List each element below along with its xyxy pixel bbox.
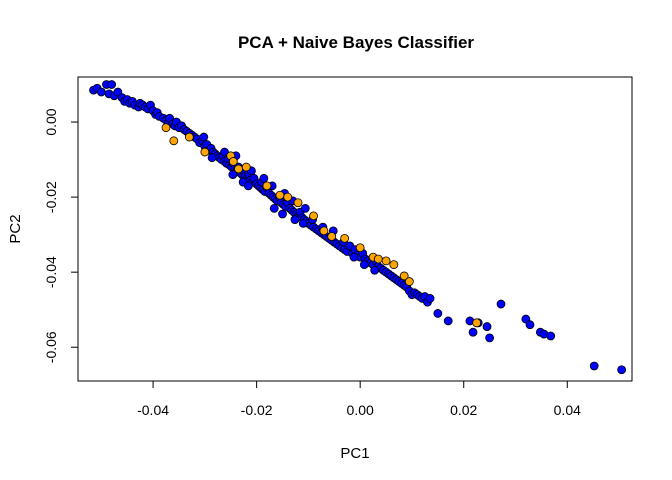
data-point <box>389 260 399 270</box>
data-point <box>269 203 279 213</box>
data-point <box>485 333 495 343</box>
data-point <box>200 147 210 157</box>
data-point <box>359 260 369 270</box>
data-point <box>496 299 506 309</box>
y-tick-label: 0.00 <box>43 108 59 135</box>
y-axis: 0.00 -0.02 -0.04 -0.06 <box>43 108 78 363</box>
data-point <box>199 132 209 142</box>
data-point <box>241 162 251 172</box>
x-axis: -0.04 -0.02 0.00 0.02 0.04 <box>137 381 581 418</box>
data-point <box>300 203 310 213</box>
data-point <box>617 365 627 375</box>
x-tick-label: 0.02 <box>450 402 477 418</box>
data-point <box>293 198 303 208</box>
data-point <box>207 153 217 163</box>
data-points <box>89 80 627 375</box>
chart-title: PCA + Naive Bayes Classifier <box>238 33 474 52</box>
data-point <box>433 309 443 318</box>
data-point <box>443 316 453 326</box>
data-point <box>355 243 365 253</box>
data-point <box>259 173 269 183</box>
data-point <box>381 256 391 266</box>
data-point <box>96 87 106 97</box>
data-point <box>184 132 194 142</box>
data-point <box>425 294 435 303</box>
data-point <box>370 265 380 275</box>
data-point <box>243 181 253 191</box>
y-axis-label: PC2 <box>7 214 24 243</box>
x-tick-label: 0.00 <box>347 402 374 418</box>
data-point <box>546 331 556 341</box>
data-point <box>468 327 478 337</box>
data-point <box>589 361 599 371</box>
data-point <box>169 136 179 146</box>
data-point <box>349 252 359 262</box>
data-point <box>234 164 243 174</box>
x-tick-label: -0.02 <box>241 402 273 418</box>
y-tick-label: -0.04 <box>43 256 59 288</box>
data-point <box>228 157 238 166</box>
data-point <box>107 80 117 89</box>
plot-frame <box>77 76 633 382</box>
data-point <box>283 192 293 202</box>
y-tick-label: -0.06 <box>43 331 59 363</box>
data-point <box>404 277 414 286</box>
data-point <box>399 271 409 281</box>
data-point <box>319 226 329 236</box>
data-point <box>472 318 482 328</box>
x-tick-label: 0.04 <box>554 402 581 418</box>
data-point <box>340 233 350 243</box>
data-point <box>278 209 287 219</box>
data-point <box>298 218 308 228</box>
x-tick-label: -0.04 <box>137 402 169 418</box>
x-axis-label: PC1 <box>340 445 369 462</box>
data-point <box>482 322 492 331</box>
data-point <box>525 320 535 330</box>
data-point <box>262 181 272 191</box>
data-point <box>327 232 337 241</box>
data-point <box>275 190 285 200</box>
data-point <box>290 215 300 225</box>
y-tick-label: -0.02 <box>43 181 59 213</box>
data-point <box>373 254 383 264</box>
data-point <box>161 123 171 133</box>
data-point <box>309 211 318 221</box>
data-point <box>228 170 238 179</box>
